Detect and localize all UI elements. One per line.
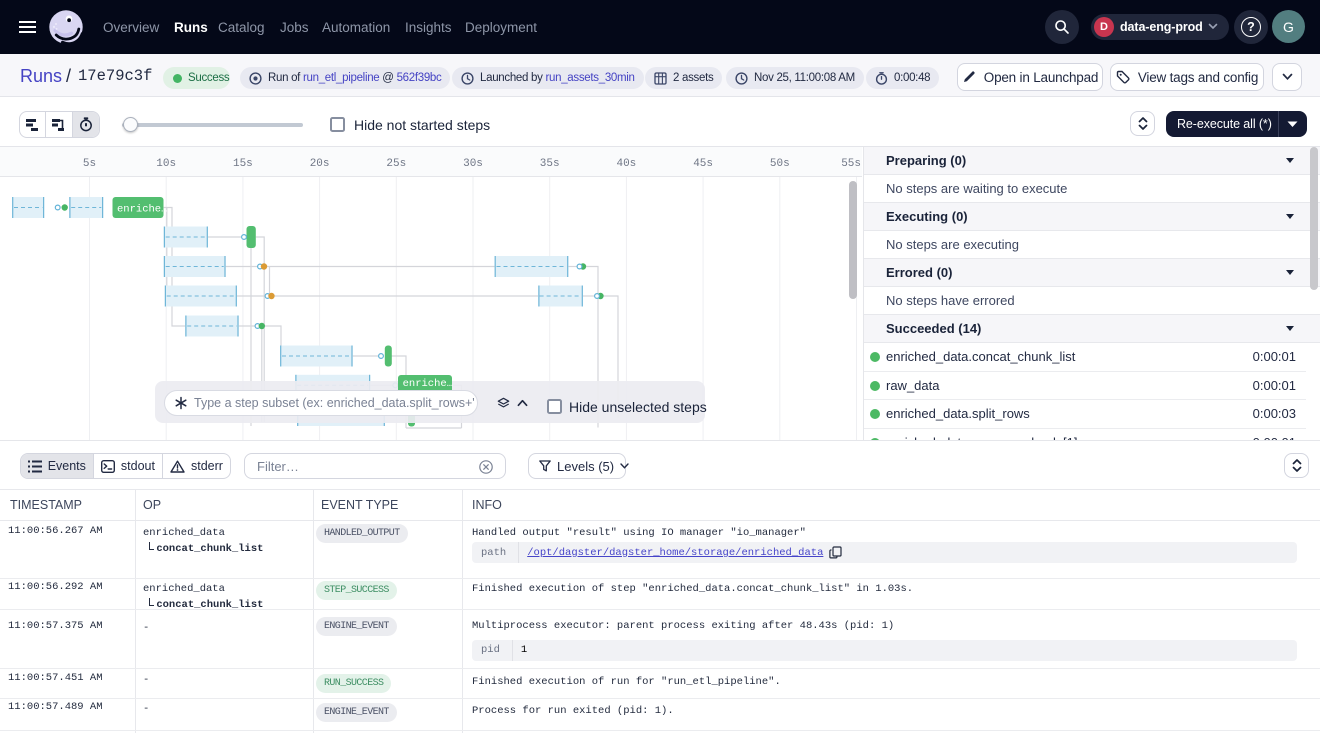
- svg-text:45s: 45s: [693, 158, 713, 170]
- svg-text:35s: 35s: [540, 158, 560, 170]
- svg-text:15s: 15s: [233, 158, 253, 170]
- svg-text:50s: 50s: [770, 158, 790, 170]
- svg-text:5s: 5s: [83, 158, 96, 170]
- svg-text:20s: 20s: [310, 158, 330, 170]
- svg-text:30s: 30s: [463, 158, 483, 170]
- svg-text:enriche…: enriche…: [117, 203, 167, 215]
- svg-text:10s: 10s: [156, 158, 176, 170]
- svg-text:25s: 25s: [386, 158, 406, 170]
- svg-text:40s: 40s: [616, 158, 636, 170]
- svg-text:55s: 55s: [841, 158, 861, 170]
